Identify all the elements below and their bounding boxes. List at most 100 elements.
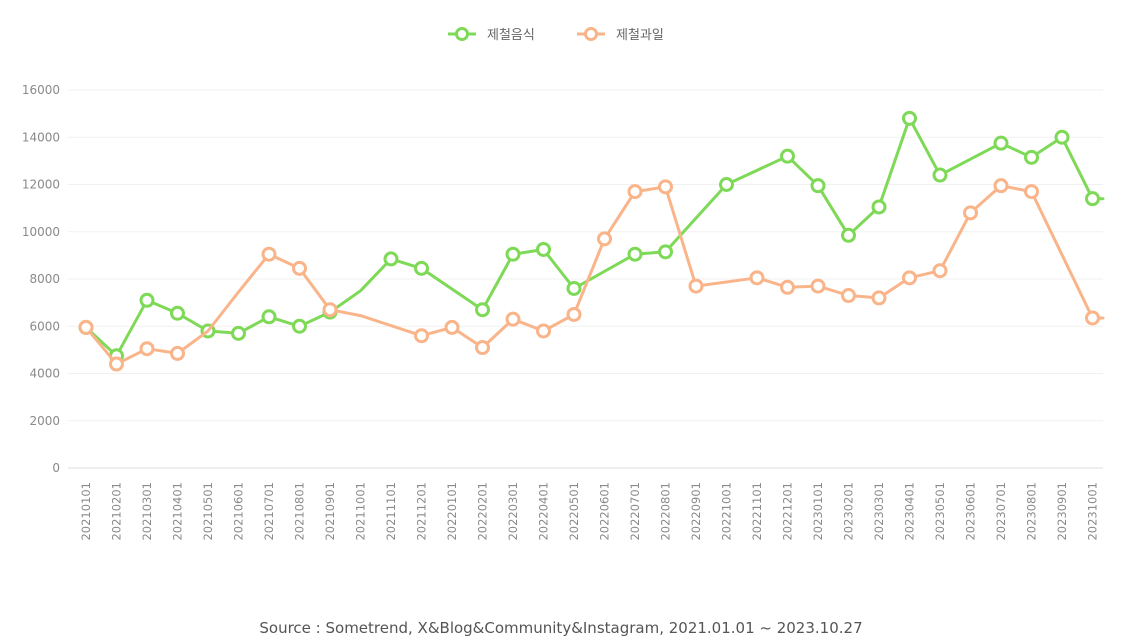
- grid: [68, 89, 1103, 469]
- data-point[interactable]: [170, 305, 185, 321]
- data-point[interactable]: [627, 246, 643, 262]
- data-point[interactable]: [170, 345, 185, 361]
- data-point[interactable]: [139, 341, 155, 357]
- y-tick-label: 4000: [29, 367, 60, 381]
- data-point[interactable]: [841, 227, 856, 243]
- y-tick-label: 8000: [29, 272, 60, 286]
- data-point[interactable]: [688, 278, 704, 294]
- data-point[interactable]: [261, 309, 277, 325]
- data-point[interactable]: [932, 167, 948, 183]
- data-point[interactable]: [414, 328, 429, 344]
- data-point[interactable]: [749, 270, 765, 286]
- data-point[interactable]: [383, 251, 399, 267]
- series-2: [78, 178, 1105, 372]
- x-tick-label: 20220701: [628, 482, 642, 541]
- data-point[interactable]: [231, 325, 246, 341]
- x-tick-label: 20230801: [1025, 482, 1039, 541]
- x-tick-label: 20210301: [140, 482, 154, 541]
- x-tick-label: 20211201: [415, 482, 429, 541]
- data-point[interactable]: [261, 246, 277, 262]
- x-tick-label: 20211101: [384, 482, 398, 541]
- data-point[interactable]: [1054, 129, 1070, 145]
- data-point[interactable]: [902, 110, 917, 126]
- data-point[interactable]: [322, 302, 338, 318]
- x-tick-label: 20230601: [964, 482, 978, 541]
- x-tick-label: 20221001: [720, 482, 734, 541]
- data-point[interactable]: [78, 319, 94, 335]
- data-point[interactable]: [871, 290, 887, 306]
- data-point[interactable]: [627, 184, 643, 200]
- series-line: [84, 116, 1105, 358]
- data-point[interactable]: [505, 246, 521, 262]
- data-point[interactable]: [993, 178, 1009, 194]
- x-tick-label: 20210201: [110, 482, 124, 541]
- x-tick-label: 20210601: [232, 482, 246, 541]
- data-point[interactable]: [993, 135, 1009, 151]
- series-1: [78, 110, 1105, 364]
- data-point[interactable]: [1024, 184, 1039, 200]
- legend-marker-series-2: [584, 27, 598, 41]
- x-tick-label: 20230201: [842, 482, 856, 541]
- data-point[interactable]: [1024, 149, 1039, 165]
- legend: 제철음식 제철과일: [448, 27, 664, 43]
- data-point[interactable]: [658, 179, 673, 195]
- x-axis: 20210101 20210201 20210301 20210401 20210501…: [79, 482, 1100, 541]
- x-tick-label: 20221101: [750, 482, 764, 541]
- data-point[interactable]: [444, 319, 460, 335]
- x-tick-label: 20230501: [933, 482, 947, 541]
- data-point[interactable]: [719, 177, 734, 192]
- y-tick-label: 16000: [22, 83, 60, 97]
- x-tick-label: 20230101: [811, 482, 825, 541]
- x-tick-label: 20220601: [598, 482, 612, 541]
- data-point[interactable]: [871, 199, 887, 215]
- legend-item-series-2[interactable]: 제철과일: [577, 27, 664, 43]
- data-point[interactable]: [414, 260, 429, 276]
- y-tick-label: 6000: [29, 319, 60, 333]
- x-tick-label: 20221201: [781, 482, 795, 541]
- x-tick-label: 20220301: [506, 482, 520, 541]
- data-point[interactable]: [658, 244, 673, 260]
- x-tick-label: 20220201: [476, 482, 490, 541]
- data-point[interactable]: [780, 279, 795, 295]
- x-tick-label: 20220501: [567, 482, 581, 541]
- data-point[interactable]: [780, 148, 795, 164]
- data-point[interactable]: [963, 205, 978, 221]
- data-point[interactable]: [1085, 191, 1100, 207]
- x-tick-label: 20230701: [994, 482, 1008, 541]
- x-tick-label: 20230401: [903, 482, 917, 541]
- data-point[interactable]: [109, 356, 124, 372]
- data-point[interactable]: [1085, 310, 1100, 326]
- data-point[interactable]: [475, 302, 490, 318]
- legend-item-series-1[interactable]: 제철음식: [448, 27, 535, 43]
- legend-label-series-1: 제철음식: [487, 28, 535, 43]
- data-point[interactable]: [566, 280, 582, 296]
- data-point[interactable]: [810, 278, 826, 294]
- x-tick-label: 20210801: [293, 482, 307, 541]
- legend-marker-series-1: [455, 27, 469, 41]
- data-point[interactable]: [597, 231, 612, 247]
- data-point[interactable]: [536, 323, 551, 339]
- x-tick-label: 20230901: [1055, 482, 1069, 541]
- legend-label-series-2: 제철과일: [616, 28, 664, 43]
- data-point[interactable]: [902, 270, 917, 286]
- series-layer: [78, 110, 1105, 372]
- data-point[interactable]: [292, 260, 307, 276]
- data-point[interactable]: [932, 263, 948, 279]
- x-tick-label: 20231001: [1086, 482, 1100, 541]
- data-point[interactable]: [292, 318, 307, 334]
- data-point[interactable]: [810, 178, 826, 194]
- data-point[interactable]: [566, 306, 582, 322]
- data-point[interactable]: [505, 311, 521, 327]
- y-tick-label: 14000: [22, 130, 60, 144]
- x-tick-label: 20210101: [79, 482, 93, 541]
- x-tick-label: 20210501: [201, 482, 215, 541]
- x-tick-label: 20230301: [872, 482, 886, 541]
- x-tick-label: 20211001: [354, 482, 368, 541]
- x-tick-label: 20220801: [659, 482, 673, 541]
- data-point[interactable]: [139, 292, 155, 308]
- x-tick-label: 20220101: [445, 482, 459, 541]
- x-tick-label: 20210401: [171, 482, 185, 541]
- data-point[interactable]: [536, 241, 551, 257]
- data-point[interactable]: [475, 340, 490, 356]
- data-point[interactable]: [841, 288, 856, 304]
